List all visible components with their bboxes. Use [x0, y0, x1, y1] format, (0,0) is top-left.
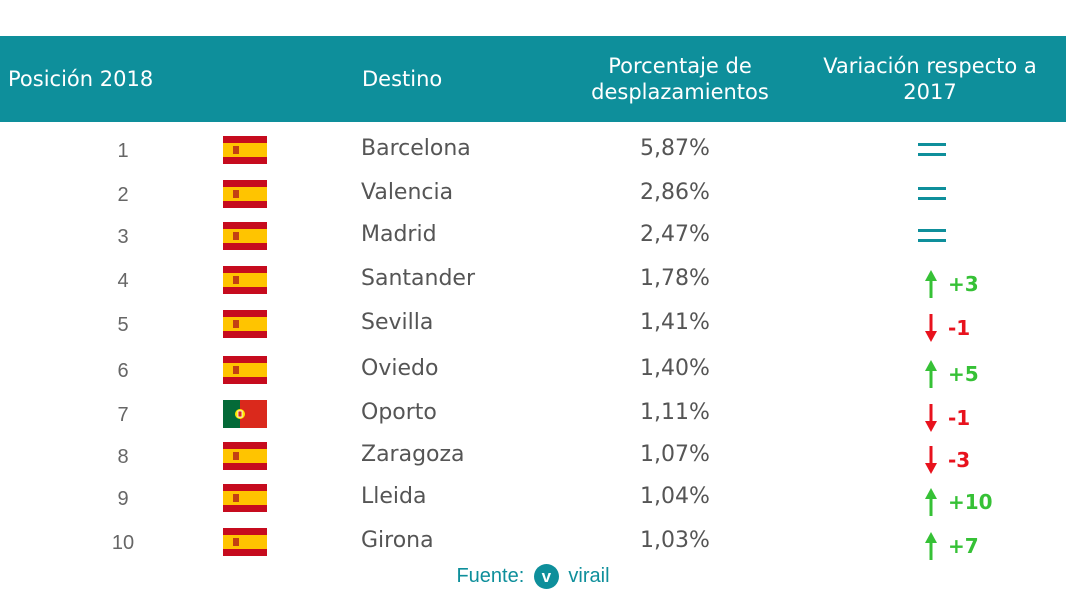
- row-destination: Valencia: [361, 180, 454, 205]
- row-variation: -1: [914, 396, 1034, 436]
- virail-logo-icon: v: [533, 564, 559, 589]
- row-position: 1: [117, 140, 129, 162]
- variation-value: +3: [948, 272, 979, 296]
- header-percentage: Porcentaje de desplazamientos: [591, 53, 769, 104]
- equal-icon: [916, 182, 950, 213]
- header-variation: Variación respecto a 2017: [823, 53, 1037, 104]
- arrow-up-icon: [922, 530, 940, 567]
- table-row: 8 Zaragoza 1,07% -3: [0, 438, 1066, 478]
- row-percentage: 2,47%: [640, 222, 710, 247]
- row-position: 9: [117, 488, 129, 510]
- row-percentage: 1,78%: [640, 266, 710, 291]
- row-variation: [914, 218, 1034, 258]
- row-percentage: 5,87%: [640, 136, 710, 161]
- variation-value: -1: [948, 316, 971, 340]
- source-footer: Fuente: v virail: [0, 564, 1066, 594]
- spain-flag-icon: [223, 442, 267, 470]
- variation-value: +10: [948, 490, 993, 514]
- row-percentage: 1,11%: [640, 400, 710, 425]
- table-row: 2 Valencia 2,86%: [0, 176, 1066, 216]
- row-percentage: 1,40%: [640, 356, 710, 381]
- table-row: 6 Oviedo 1,40% +5: [0, 352, 1066, 392]
- arrow-up-icon: [922, 486, 940, 523]
- row-percentage: 1,04%: [640, 484, 710, 509]
- row-position: 7: [117, 404, 129, 426]
- row-destination: Madrid: [361, 222, 437, 247]
- variation-value: +5: [948, 362, 979, 386]
- table-row: 3 Madrid 2,47%: [0, 218, 1066, 258]
- row-position: 4: [117, 270, 129, 292]
- row-position: 10: [111, 532, 135, 554]
- row-destination: Santander: [361, 266, 475, 291]
- row-position: 8: [117, 446, 129, 468]
- row-position: 3: [117, 226, 129, 248]
- row-variation: [914, 132, 1034, 172]
- arrow-down-icon: [922, 312, 940, 349]
- table-row: 7 Oporto 1,11% -1: [0, 396, 1066, 436]
- header-destination: Destino: [362, 66, 443, 91]
- portugal-flag-icon: [223, 400, 267, 428]
- row-destination: Girona: [361, 528, 434, 553]
- row-destination: Lleida: [361, 484, 427, 509]
- row-destination: Oporto: [361, 400, 437, 425]
- arrow-up-icon: [922, 358, 940, 395]
- table-header: Posición 2018 Destino Porcentaje de desp…: [0, 36, 1066, 122]
- row-position: 5: [117, 314, 129, 336]
- header-position: Posición 2018: [8, 66, 154, 91]
- row-position: 6: [117, 360, 129, 382]
- spain-flag-icon: [223, 484, 267, 512]
- spain-flag-icon: [223, 180, 267, 208]
- row-destination: Sevilla: [361, 310, 434, 335]
- table-row: 9 Lleida 1,04% +10: [0, 480, 1066, 520]
- spain-flag-icon: [223, 356, 267, 384]
- row-variation: +10: [914, 480, 1034, 520]
- row-variation: +7: [914, 524, 1034, 564]
- spain-flag-icon: [223, 310, 267, 338]
- row-destination: Zaragoza: [361, 442, 465, 467]
- table-row: 5 Sevilla 1,41% -1: [0, 306, 1066, 346]
- arrow-down-icon: [922, 402, 940, 439]
- spain-flag-icon: [223, 528, 267, 556]
- row-variation: +3: [914, 262, 1034, 302]
- source-label: Fuente:: [456, 565, 525, 587]
- row-variation: [914, 176, 1034, 216]
- source-brand: virail: [568, 565, 610, 587]
- table-row: 1 Barcelona 5,87%: [0, 132, 1066, 172]
- arrow-down-icon: [922, 444, 940, 481]
- row-destination: Barcelona: [361, 136, 471, 161]
- row-position: 2: [117, 184, 129, 206]
- table-row: 4 Santander 1,78% +3: [0, 262, 1066, 302]
- row-variation: +5: [914, 352, 1034, 392]
- row-variation: -1: [914, 306, 1034, 346]
- row-percentage: 1,41%: [640, 310, 710, 335]
- table-row: 10 Girona 1,03% +7: [0, 524, 1066, 564]
- arrow-up-icon: [922, 268, 940, 305]
- row-variation: -3: [914, 438, 1034, 478]
- spain-flag-icon: [223, 266, 267, 294]
- equal-icon: [916, 224, 950, 255]
- row-percentage: 2,86%: [640, 180, 710, 205]
- variation-value: -3: [948, 448, 971, 472]
- variation-value: +7: [948, 534, 979, 558]
- row-destination: Oviedo: [361, 356, 439, 381]
- variation-value: -1: [948, 406, 971, 430]
- spain-flag-icon: [223, 136, 267, 164]
- spain-flag-icon: [223, 222, 267, 250]
- equal-icon: [916, 138, 950, 169]
- row-percentage: 1,03%: [640, 528, 710, 553]
- row-percentage: 1,07%: [640, 442, 710, 467]
